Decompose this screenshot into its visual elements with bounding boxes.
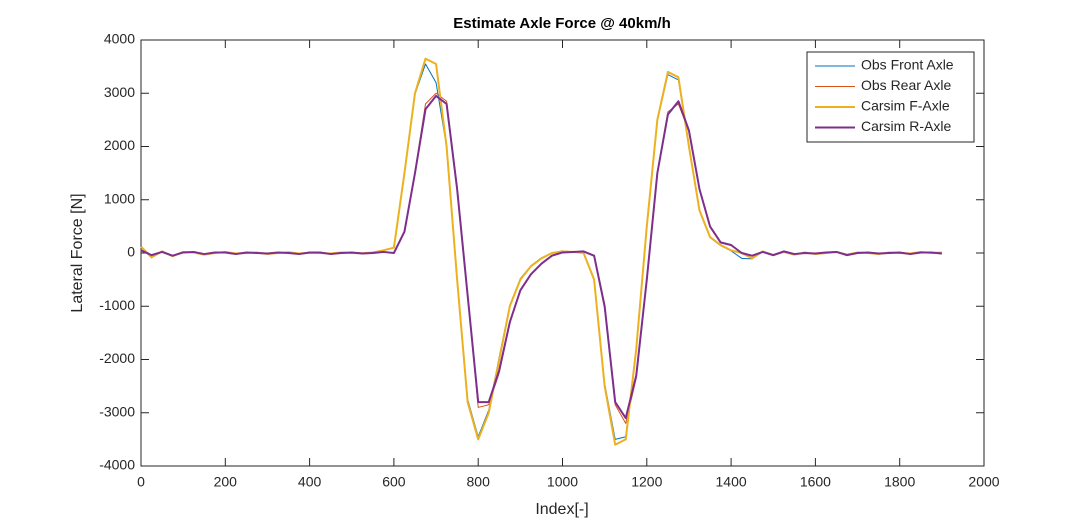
legend-label: Carsim F-Axle [861, 98, 950, 114]
x-tick-label: 0 [137, 474, 145, 490]
chart-title: Estimate Axle Force @ 40km/h [453, 15, 671, 32]
x-tick-label: 1000 [547, 474, 578, 490]
x-tick-label: 200 [214, 474, 238, 490]
legend-label: Carsim R-Axle [861, 118, 951, 134]
x-tick-label: 1200 [631, 474, 662, 490]
x-tick-label: 1600 [800, 474, 831, 490]
x-tick-label: 2000 [968, 474, 999, 490]
y-tick-label: -1000 [99, 297, 135, 313]
legend-label: Obs Rear Axle [861, 77, 951, 93]
y-tick-label: 1000 [104, 190, 135, 206]
y-tick-label: -4000 [99, 457, 135, 473]
y-tick-label: -2000 [99, 350, 135, 366]
y-tick-label: 0 [127, 244, 135, 260]
y-tick-label: 2000 [104, 137, 135, 153]
series-line [140, 94, 942, 420]
x-axis-label: Index[-] [535, 501, 588, 518]
y-tick-label: 3000 [104, 84, 135, 100]
legend-label: Obs Front Axle [861, 57, 954, 73]
x-tick-label: 400 [298, 474, 322, 490]
y-axis-label: Lateral Force [N] [69, 193, 86, 312]
x-tick-label: 1800 [884, 474, 915, 490]
x-tick-label: 600 [382, 474, 406, 490]
x-tick-label: 800 [467, 474, 491, 490]
y-tick-label: -3000 [99, 403, 135, 419]
x-tick-label: 1400 [716, 474, 747, 490]
y-tick-label: 4000 [104, 31, 135, 47]
